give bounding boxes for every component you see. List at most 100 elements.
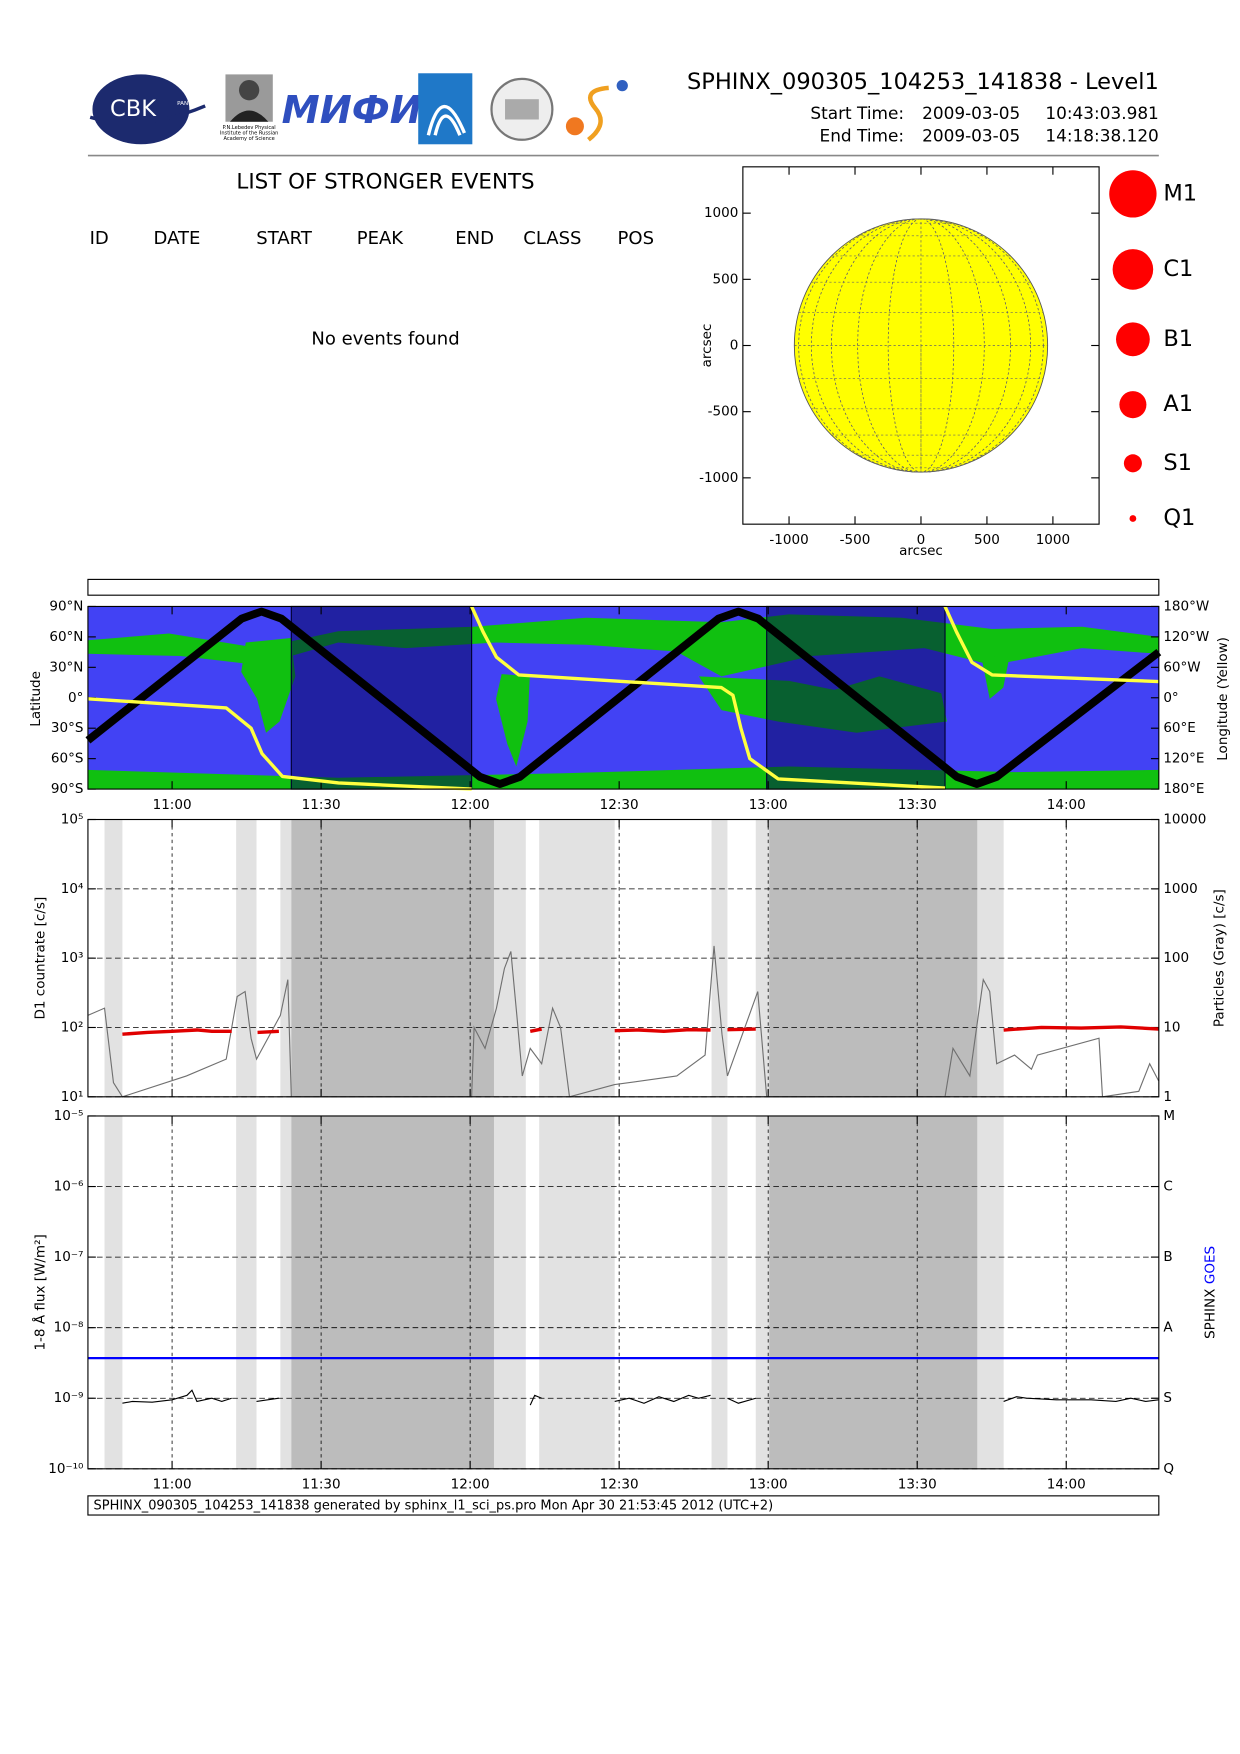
y-tick-label: 500 (713, 271, 739, 287)
series-line (87, 945, 1160, 1098)
y-tick-label: 10⁴ (61, 881, 84, 897)
legend-marker (1119, 391, 1147, 419)
series-line (87, 605, 1159, 791)
column-header: DATE (154, 228, 201, 249)
y-tick-label: 60°N (49, 629, 83, 645)
seal-building (505, 99, 539, 120)
s-logo (586, 85, 609, 142)
x-axis-label: arcsec (899, 543, 943, 559)
orbit-shade (539, 1115, 615, 1469)
x-tick-label: 13:30 (898, 1477, 937, 1493)
legend-label: S1 (1163, 450, 1192, 476)
axis-label: Latitude (28, 671, 44, 727)
legend-marker (1112, 249, 1154, 290)
footer-text: SPHINX_090305_104253_141838 generated by… (94, 1499, 774, 1514)
y-tick-label: -500 (708, 404, 739, 420)
x-tick-label: 500 (974, 532, 1000, 548)
column-header: ID (90, 228, 109, 249)
orbit-shade (236, 1115, 257, 1469)
cbk-logo (92, 74, 190, 145)
disk-grid (798, 218, 1044, 473)
series-line (85, 607, 1162, 788)
orbit-shade (104, 1115, 123, 1469)
plot-frame (87, 605, 1160, 790)
orbit-shade (291, 1115, 494, 1469)
land (496, 674, 530, 767)
cbk-swoosh (89, 104, 206, 125)
y2-tick-label: S (1163, 1390, 1172, 1406)
y-tick-label: 10⁻⁹ (54, 1390, 84, 1406)
lebedev-text: Institute of the Russian (220, 131, 279, 137)
status-box (87, 578, 1160, 596)
column-header: START (256, 228, 313, 249)
legend-marker (1129, 515, 1137, 522)
y2-tick-label: 1 (1163, 1089, 1172, 1105)
plot-frame (87, 818, 1160, 1098)
y-tick-label: 1000 (704, 205, 738, 221)
y-tick-label: 10⁻⁶ (54, 1179, 84, 1195)
y-tick-label: 10³ (61, 950, 84, 966)
y2-tick-label: M (1163, 1108, 1175, 1124)
y-tick-label: -1000 (699, 470, 738, 486)
y2-tick-label: 1000 (1163, 881, 1197, 897)
s-logo-sun (565, 117, 584, 136)
y-tick-label: 10⁻¹⁰ (48, 1461, 83, 1477)
y-tick-label: 10⁻⁷ (54, 1249, 84, 1265)
orbit-shade (291, 819, 494, 1097)
y2-tick-label: Q (1163, 1461, 1174, 1477)
column-header: CLASS (523, 228, 581, 249)
start-label: Start Time: (810, 103, 904, 123)
end-label: End Time: (820, 125, 905, 145)
axis-label: Longitude (Yellow) (1215, 637, 1231, 761)
y-tick-label: 10⁻⁵ (54, 1108, 84, 1124)
y2-tick-label: B (1163, 1249, 1172, 1265)
mifi-logo: МИФИ (282, 88, 422, 133)
x-tick-label: 13:30 (898, 797, 937, 813)
y2-tick-label: 100 (1163, 950, 1189, 966)
disk-grid (831, 218, 1011, 473)
x-tick-label: 13:00 (749, 1477, 788, 1493)
cbk-text: CBK (110, 96, 157, 122)
y2-tick-label: 120°E (1163, 751, 1204, 767)
y2-tick-label: A (1163, 1320, 1173, 1336)
start-date: 2009-03-05 (922, 103, 1020, 123)
legend-marker (1115, 322, 1150, 357)
x-tick-label: 12:00 (451, 797, 490, 813)
column-header: END (455, 228, 494, 249)
legend: SPHINX GOES (1203, 1246, 1219, 1339)
x-tick-label: 0 (917, 532, 926, 548)
orbit-shade (493, 1115, 526, 1469)
y-tick-label: 0 (730, 338, 739, 354)
x-tick-label: 14:00 (1047, 797, 1086, 813)
plot-frame (87, 1115, 1160, 1470)
land (241, 638, 296, 733)
x-tick-label: 12:00 (451, 1477, 490, 1493)
blue-logo (418, 73, 473, 145)
start-time: 10:43:03.981 (1045, 103, 1158, 123)
x-tick-label: 11:30 (302, 1477, 341, 1493)
orbit-shade (280, 1115, 292, 1469)
y2-tick-label: 10 (1163, 1019, 1180, 1035)
legend-label: A1 (1163, 391, 1193, 417)
y-tick-label: 10⁵ (61, 812, 84, 828)
logos: CBK PAN P.N.Lebedev Physical Institute o… (89, 73, 628, 145)
orbit-shade (280, 819, 292, 1097)
y2-tick-label: 60°E (1163, 720, 1196, 736)
x-tick-label: 11:30 (302, 797, 341, 813)
series-line (122, 1389, 1159, 1406)
lebedev-text: Academy of Science (224, 136, 275, 142)
legend-label: GOES (1203, 1246, 1219, 1284)
events-message: No events found (311, 328, 459, 349)
x-tick-label: 11:00 (153, 1477, 192, 1493)
end-time: 14:18:38.120 (1045, 125, 1158, 145)
x-tick-label: -500 (840, 532, 871, 548)
y-tick-label: 30°N (49, 659, 83, 675)
axis-label: 1-8 Å flux [W/m²] (32, 1234, 49, 1350)
legend-label: B1 (1163, 326, 1193, 352)
x-tick-label: -1000 (769, 532, 808, 548)
portrait-body (229, 110, 269, 122)
y-tick-label: 10² (61, 1019, 84, 1035)
y2-tick-label: 180°W (1163, 598, 1209, 614)
